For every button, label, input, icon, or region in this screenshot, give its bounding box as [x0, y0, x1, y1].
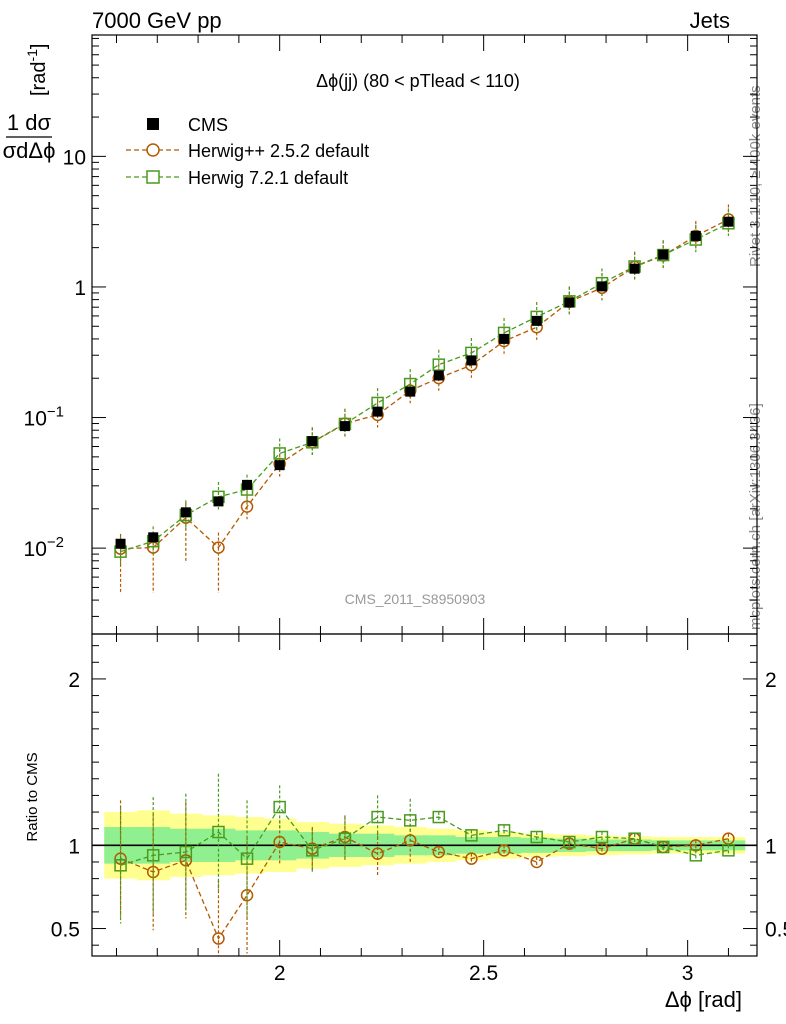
marker-data	[213, 496, 224, 507]
ratio-marker-circle	[497, 844, 511, 857]
ratio-marker-circle	[371, 847, 384, 860]
ratio-marker-square	[179, 845, 193, 859]
y-tick-label-ratio: 1	[68, 835, 80, 858]
marker-data	[433, 370, 444, 381]
ratio-marker-square	[273, 800, 286, 814]
legend-marker-square	[146, 170, 160, 184]
marker-square	[273, 447, 286, 460]
ratio-marker-square	[240, 852, 254, 865]
ratio-marker-square	[465, 829, 478, 842]
x-tick-label: 3	[682, 962, 694, 985]
y-tick-label-ratio-right: 2	[765, 669, 777, 692]
ratio-marker-square	[563, 835, 576, 849]
marker-data	[274, 460, 285, 471]
marker-data	[723, 216, 734, 227]
side-label-mcplots: mcplots.cern.ch [arXiv:1306.3436]	[747, 403, 764, 630]
legend-label: Herwig++ 2.5.2 default	[188, 141, 369, 161]
ratio-marker-square	[497, 824, 511, 837]
marker-data	[180, 507, 191, 518]
x-axis-title: Δϕ [rad]	[665, 987, 742, 1012]
ratio-marker-square	[432, 810, 446, 824]
ratio-marker-square	[689, 849, 703, 862]
marker-data	[242, 479, 253, 490]
y-tick-label-ratio-right: 1	[765, 835, 777, 858]
ratio-marker-square	[146, 849, 160, 862]
marker-data	[339, 421, 350, 432]
marker-data	[499, 333, 510, 344]
marker-data	[658, 249, 669, 260]
ratio-marker-circle	[273, 835, 286, 849]
marker-data	[372, 406, 383, 417]
marker-data	[629, 263, 640, 274]
header-right: Jets	[690, 8, 730, 33]
legend-label-cms: CMS	[188, 115, 228, 135]
marker-data	[690, 230, 701, 241]
ratio-marker-circle	[530, 855, 543, 869]
ratio-frame	[91, 633, 758, 957]
ratio-marker-square	[306, 844, 319, 857]
ratio-marker-square	[371, 810, 384, 824]
ratio-marker-square	[403, 814, 417, 827]
ratio-marker-square	[595, 830, 609, 844]
y-tick-label-ratio-right: 0.5	[765, 919, 786, 942]
legend-marker-circle	[146, 143, 160, 157]
marker-data	[405, 386, 416, 397]
ratio-marker-circle	[465, 852, 478, 865]
ratio-marker-circle	[212, 932, 225, 945]
legend-label: Herwig 7.2.1 default	[188, 168, 348, 188]
ratio-marker-square	[722, 844, 735, 857]
y-tick-label-main: 10−2	[24, 534, 64, 561]
y-tick-label-ratio: 0.5	[51, 919, 80, 942]
chart-title: Δϕ(jj) (80 < pTlead < 110)	[316, 71, 520, 91]
ratio-marker-square	[212, 825, 225, 839]
ratio-marker-square	[628, 832, 641, 845]
marker-square	[656, 248, 670, 262]
legend: CMS Herwig++ 2.5.2 default Herwig 7.2.1 de…	[126, 115, 369, 188]
watermark: CMS_2011_S8950903	[345, 591, 486, 607]
marker-data	[531, 315, 542, 326]
marker-data	[148, 532, 159, 543]
y-tick-label-ratio: 2	[68, 669, 80, 692]
legend-marker-cms	[147, 118, 159, 130]
ratio-marker-square	[530, 830, 543, 844]
marker-data	[564, 297, 575, 308]
y-tick-label-main: 10−1	[24, 404, 64, 431]
x-tick-label: 2	[274, 962, 286, 985]
ratio-marker-circle	[432, 845, 446, 859]
x-tick-label: 2.5	[469, 962, 498, 985]
ratio-panel: 2 2 1 1 0.5 0.5 2 2.5 3	[51, 35, 786, 985]
marker-circle	[212, 541, 225, 554]
ratio-marker-square	[114, 859, 127, 872]
ratio-marker-square	[338, 832, 352, 845]
marker-square	[432, 358, 446, 371]
y-axis-title-ratio: Ratio to CMS	[24, 752, 41, 841]
marker-data	[307, 436, 318, 447]
main-panel: 10 1 10−1 10−2	[24, 34, 758, 635]
ratio-marker-square	[656, 840, 670, 854]
marker-data	[466, 355, 477, 366]
ratio-line-2	[120, 805, 729, 866]
y-axis-title-denominator: σdΔϕ	[3, 138, 56, 163]
y-axis-title-numerator: 1 dσ	[7, 110, 52, 135]
y-tick-label-main: 1	[74, 277, 86, 300]
header-left: 7000 GeV pp	[92, 8, 222, 33]
y-axis-title-main: 1 dσ σdΔϕ [rad-1]	[3, 44, 56, 163]
y-axis-title-unit: [rad-1]	[24, 44, 50, 96]
y-tick-label-main: 10	[63, 146, 86, 169]
marker-data	[115, 538, 126, 549]
marker-data	[596, 281, 607, 292]
